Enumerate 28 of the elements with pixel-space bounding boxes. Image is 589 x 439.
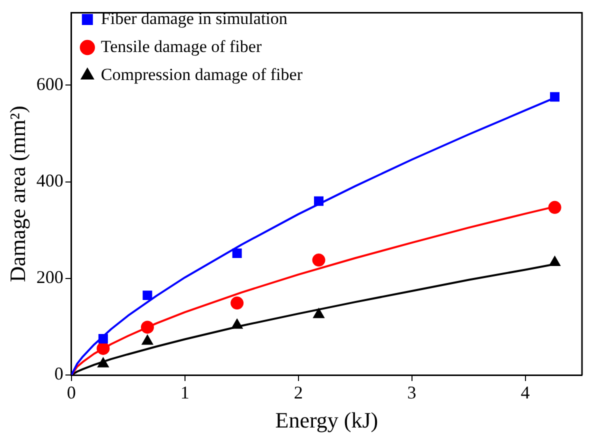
- x-tick-label: 1: [180, 382, 190, 403]
- point: [142, 334, 154, 345]
- point: [312, 254, 326, 267]
- x-tick-label: 3: [407, 382, 416, 403]
- point: [98, 334, 108, 344]
- y-axis-title: Damage area (mm²): [4, 106, 30, 282]
- y-tick-label: 200: [36, 267, 64, 288]
- point: [232, 248, 242, 258]
- point: [96, 342, 110, 355]
- x-axis-title: Energy (kJ): [275, 408, 378, 433]
- x-tick-label: 2: [294, 382, 303, 403]
- point: [550, 92, 560, 102]
- point: [313, 308, 324, 318]
- point: [142, 290, 152, 300]
- point: [314, 196, 324, 206]
- y-tick-label: 0: [54, 364, 64, 384]
- legend-label: Tensile damage of fiber: [100, 36, 262, 56]
- point: [230, 296, 244, 310]
- y-tick-label: 400: [36, 170, 64, 191]
- legend-label: Compression damage of fiber: [100, 64, 303, 84]
- point: [549, 256, 560, 266]
- point: [548, 200, 562, 214]
- point: [97, 357, 109, 368]
- x-tick-label: 0: [66, 382, 76, 403]
- x-tick-label: 4: [520, 382, 530, 403]
- y-tick-label: 600: [36, 74, 64, 94]
- point: [140, 320, 154, 334]
- point: [231, 318, 243, 329]
